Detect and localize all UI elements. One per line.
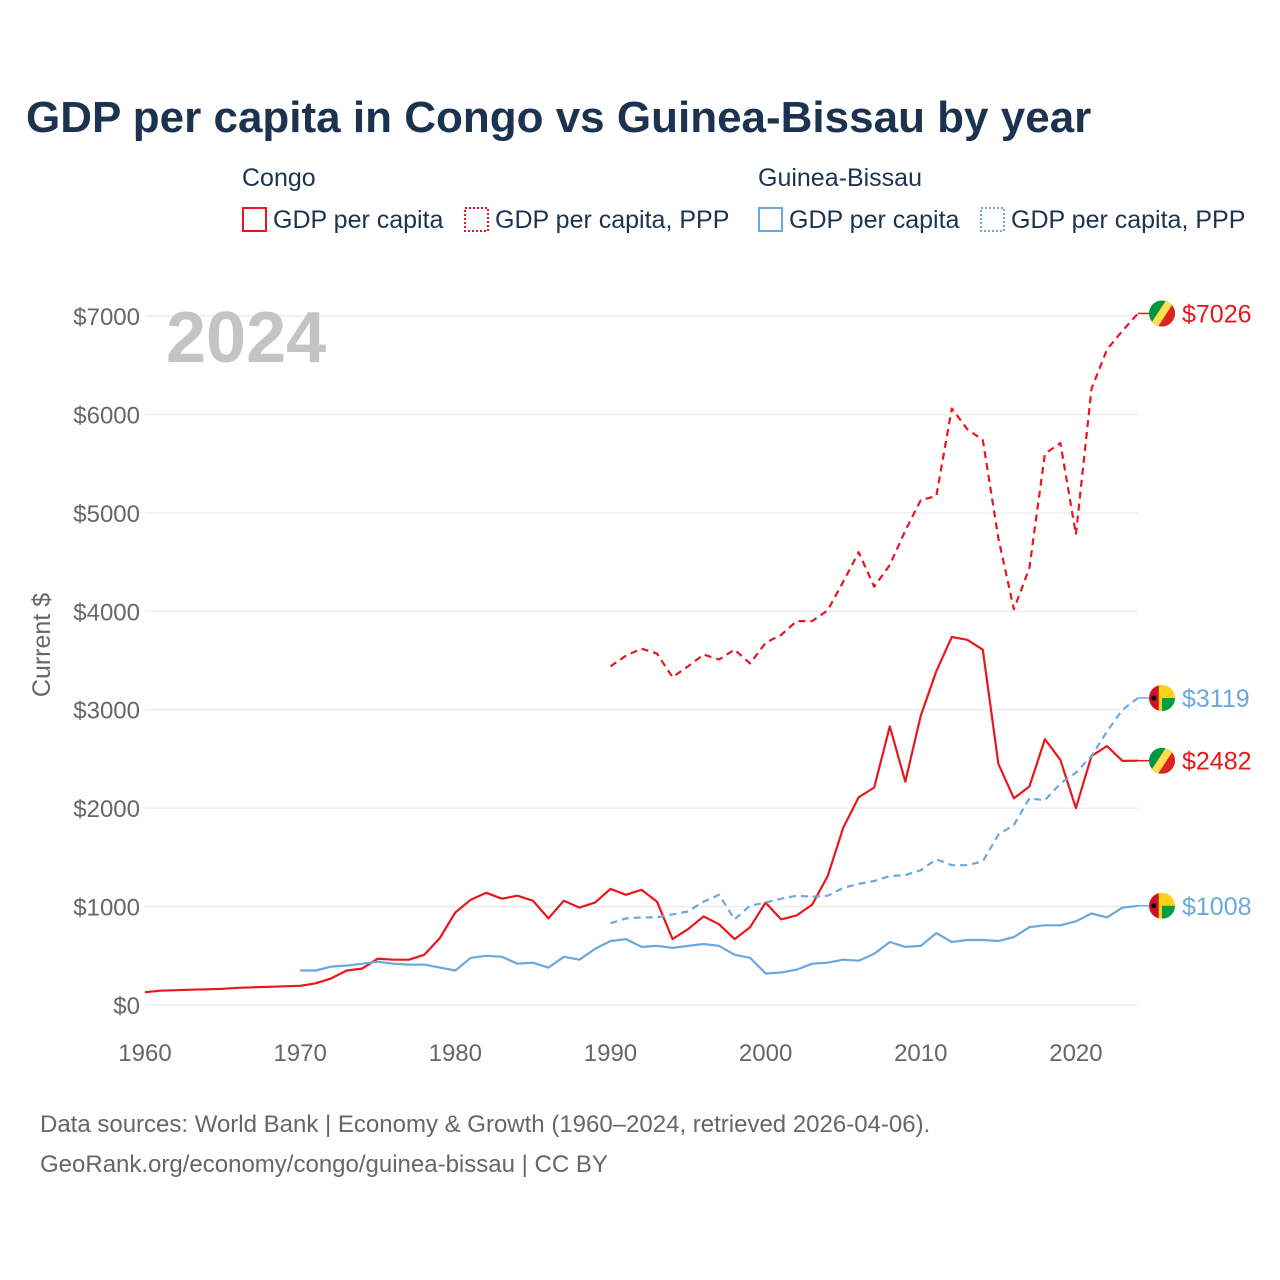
chart-title: GDP per capita in Congo vs Guinea-Bissau… [26,93,1091,142]
series-line-guinea-bissau-gdp-per-capita-ppp [610,697,1139,925]
y-tick-label: $4000 [73,599,140,626]
grid-lines [145,315,1138,1006]
legend-group-congo: Congo [242,164,316,192]
x-tick-label: 1970 [273,1040,326,1067]
x-tick-label: 1960 [118,1040,171,1067]
guinea-bissau-flag-icon [1149,892,1175,919]
y-axis-ticks: $0 $1000 $2000 $3000 $4000 $5000 $6000 $7000 [73,304,140,1020]
y-tick-label: $6000 [73,402,140,429]
end-value-label: $3119 [1182,685,1250,713]
y-tick-label: $7000 [73,304,140,331]
legend-swatch-guinea-bissau-ppp [980,207,1005,232]
end-value-label: $1008 [1182,893,1252,921]
legend-item-congo-gdp: GDP per capita [273,206,444,234]
source-line-2: GeoRank.org/economy/congo/guinea-bissau … [40,1151,608,1178]
series-lines [144,312,1139,994]
end-value-label: $2482 [1182,748,1252,776]
series-line-congo-gdp-per-capita-ppp [609,312,1139,679]
y-tick-label: $5000 [73,501,140,528]
guinea-bissau-flag-icon [1149,685,1175,712]
x-axis-ticks: 1960 1970 1980 1990 2000 2010 2020 [118,1040,1102,1067]
x-tick-label: 2000 [739,1040,792,1067]
y-tick-label: $1000 [73,895,140,922]
series-line-guinea-bissau-gdp-per-capita [300,904,1139,975]
x-tick-label: 1980 [429,1040,482,1067]
legend-item-guinea-bissau-ppp: GDP per capita, PPP [1011,206,1245,234]
legend-swatch-congo-gdp [242,207,267,232]
year-label: 2024 [166,298,326,378]
legend-group-guinea-bissau: Guinea-Bissau [758,164,922,192]
legend-swatch-guinea-bissau-gdp [758,207,783,232]
x-tick-label: 2020 [1049,1040,1102,1067]
congo-flag-icon [1149,300,1175,327]
legend-swatch-congo-ppp [464,207,489,232]
legend-item-guinea-bissau-gdp: GDP per capita [789,206,960,234]
x-tick-label: 1990 [584,1040,637,1067]
source-line-1: Data sources: World Bank | Economy & Gro… [40,1111,930,1138]
series-line-congo-gdp-per-capita [144,635,1139,994]
congo-flag-icon [1149,747,1175,774]
y-tick-label: $2000 [73,796,140,823]
y-axis-label: Current $ [28,593,56,697]
legend-item-congo-ppp: GDP per capita, PPP [495,206,729,234]
end-value-label: $7026 [1182,300,1252,328]
x-tick-label: 2010 [894,1040,947,1067]
y-tick-label: $0 [113,993,140,1020]
end-markers: $7026 $2482 $3119 $1008 [1138,300,1252,921]
legend: Congo GDP per capita GDP per capita, PPP… [242,164,1245,234]
y-tick-label: $3000 [73,698,140,725]
